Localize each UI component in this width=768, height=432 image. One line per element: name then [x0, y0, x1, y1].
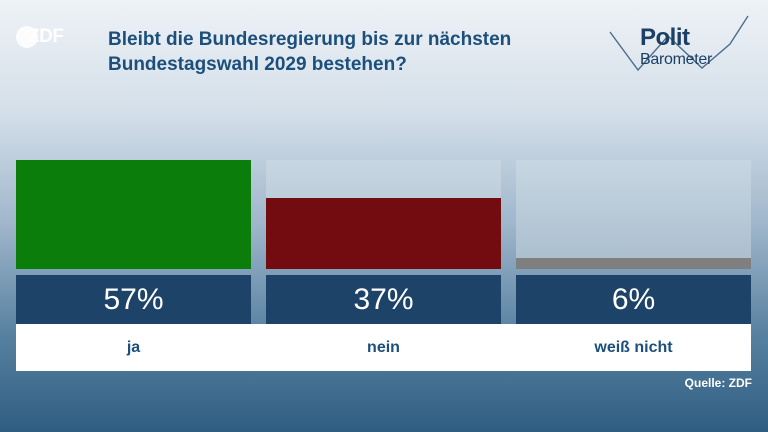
category-label: ja — [126, 338, 141, 356]
zdf-logo-icon — [16, 26, 38, 48]
bar-track — [266, 160, 501, 269]
politbarometer-logo: Polit Barometer — [606, 14, 756, 84]
politbarometer-word-polit: Polit — [640, 24, 690, 51]
category-label: weiß nicht — [594, 338, 673, 356]
zdf-logo: ZDF — [16, 24, 64, 50]
value-label: 37% — [266, 275, 501, 324]
source-note: Quelle: ZDF — [684, 376, 752, 390]
bar-track — [16, 160, 251, 269]
politbarometer-word-barometer: Barometer — [640, 51, 712, 68]
bar-0 — [16, 160, 251, 269]
zdf-logo-text: ZDF — [28, 26, 64, 47]
value-label: 57% — [16, 275, 251, 324]
bar-chart: 57% ja 37% nein 6% weiß nicht — [16, 160, 751, 371]
bar-track — [516, 160, 751, 269]
value-label: 6% — [516, 275, 751, 324]
category-label-strip — [16, 324, 751, 371]
bar-2 — [516, 258, 751, 269]
chart-title: Bleibt die Bundesregierung bis zur nächs… — [108, 29, 512, 75]
bar-1 — [266, 198, 501, 269]
category-label: nein — [367, 338, 400, 356]
politbarometer-zigzag-icon — [609, 15, 749, 72]
